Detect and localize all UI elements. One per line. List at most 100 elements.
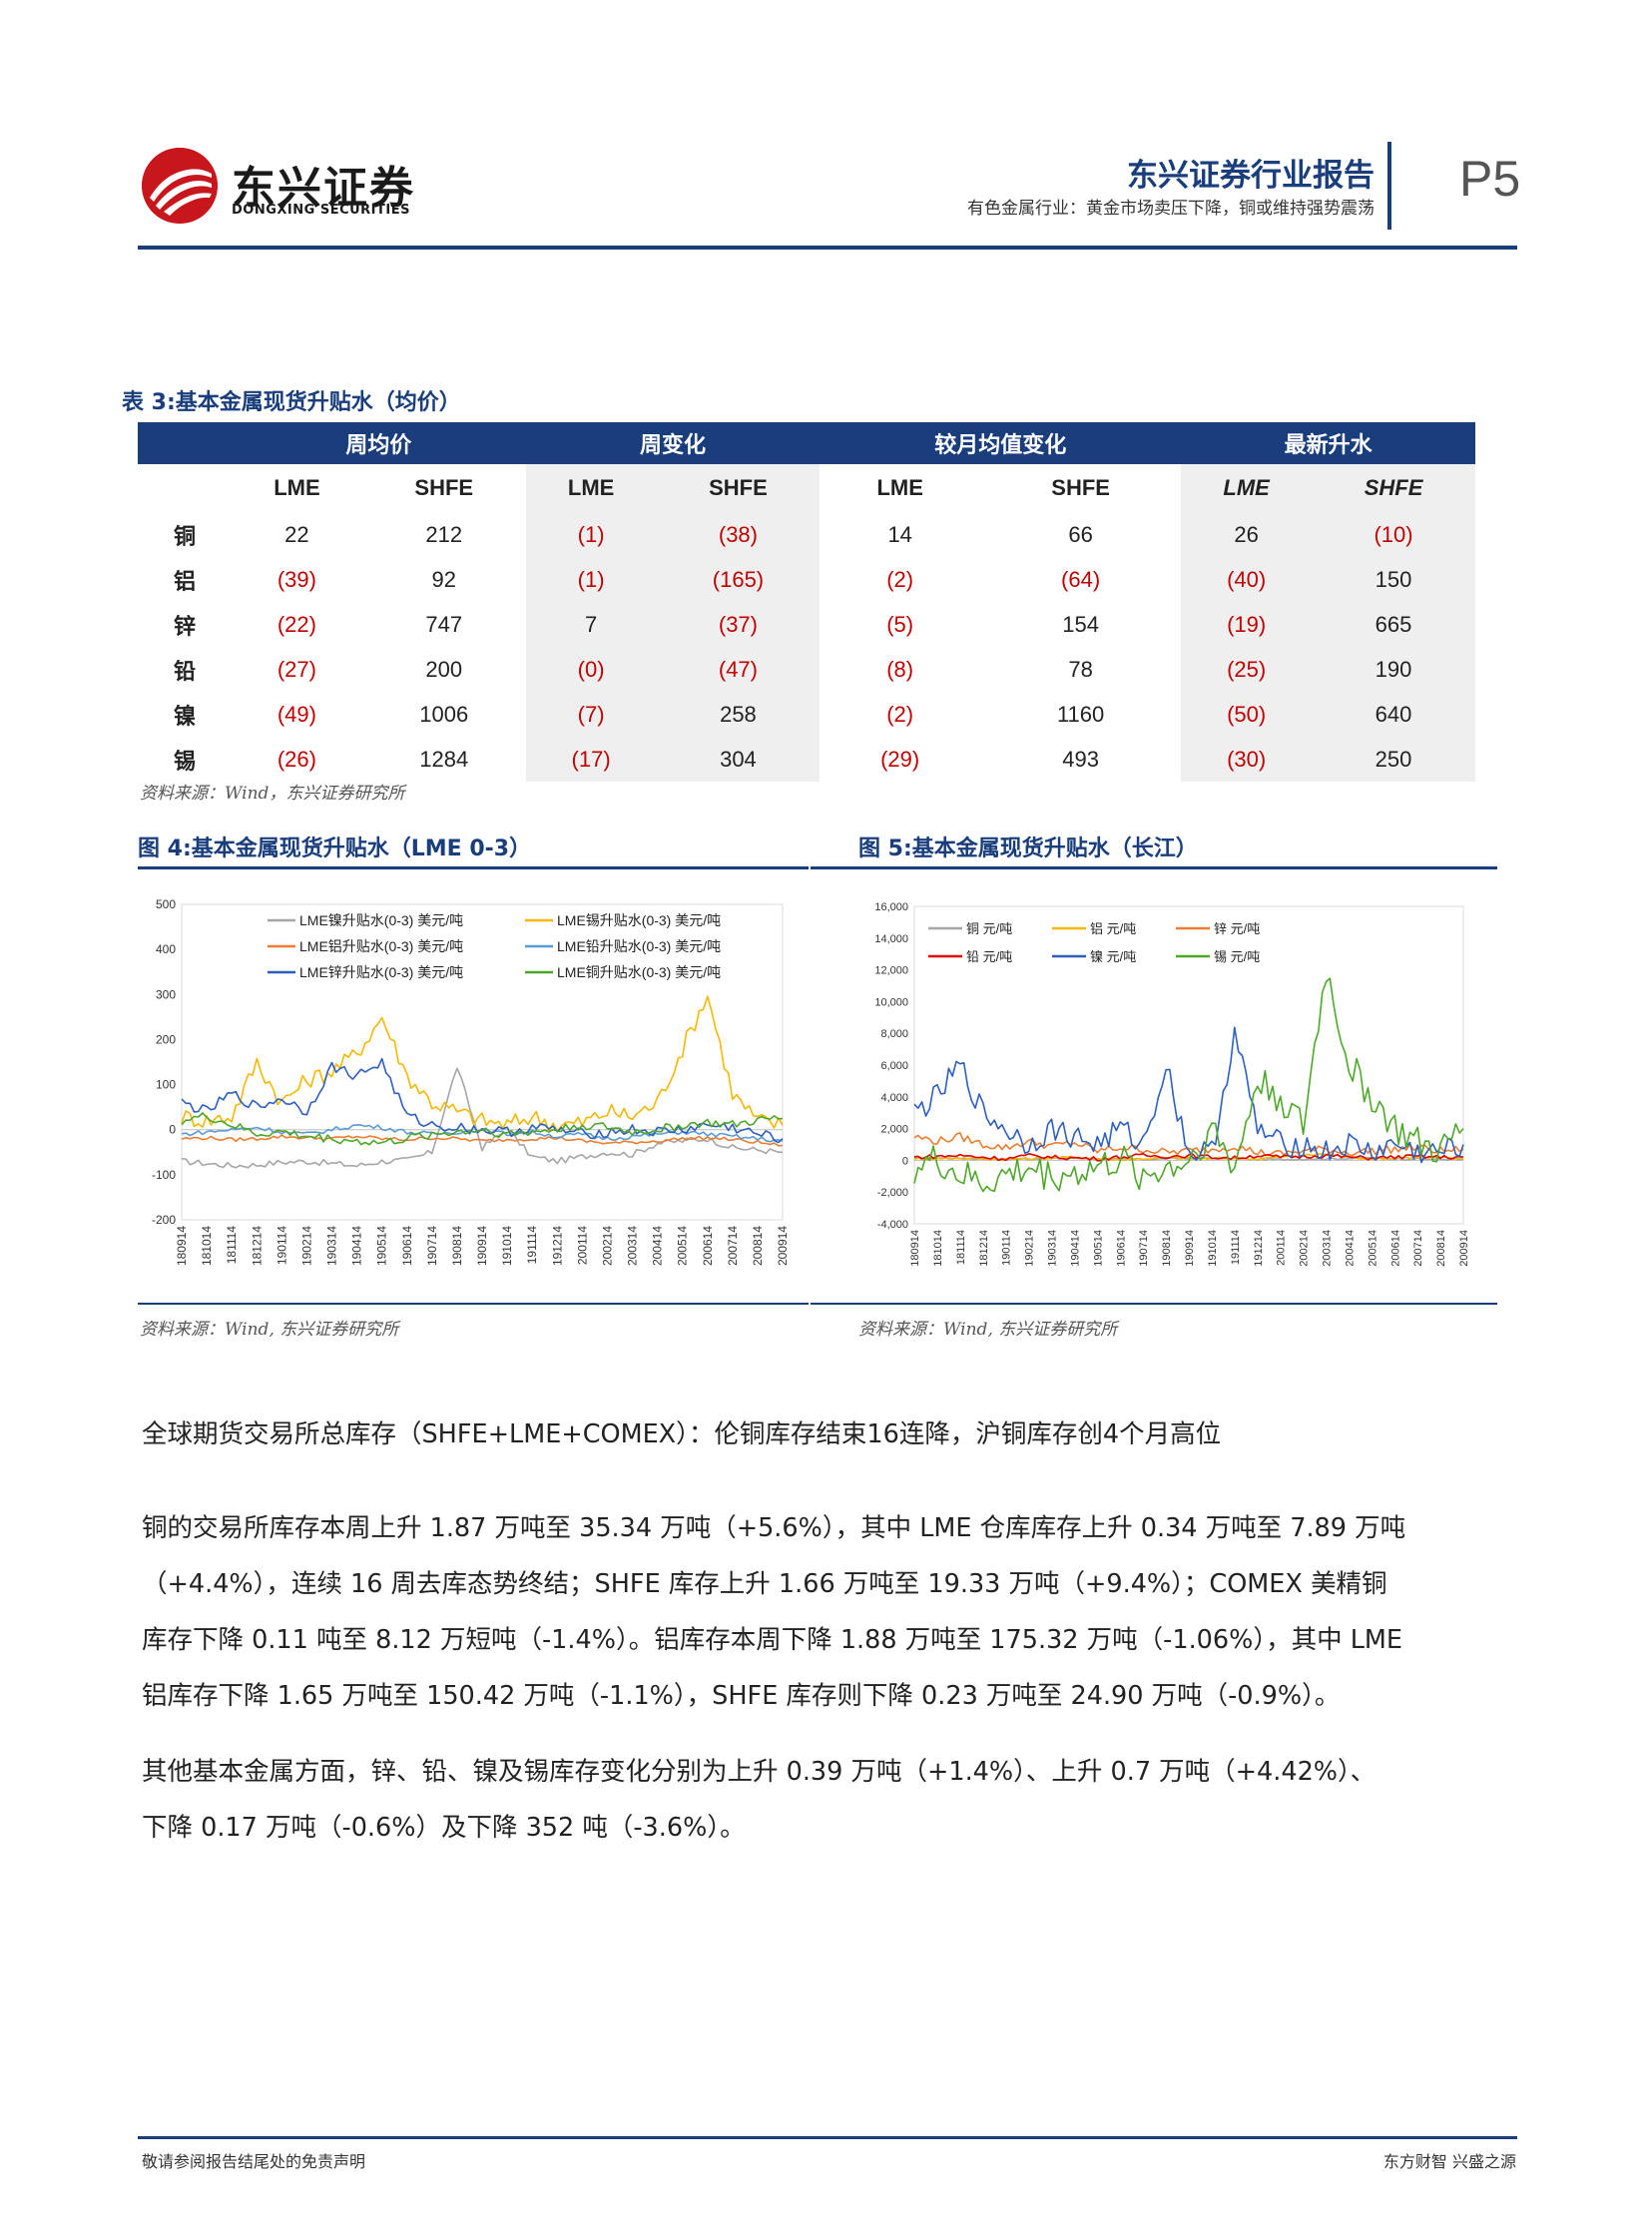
value-cell: 1006 [419, 701, 469, 727]
value-cell: (49) [276, 701, 316, 727]
x-tick-label: 200214 [600, 1226, 614, 1266]
x-tick-label: 190714 [425, 1226, 439, 1266]
metal-name-cell: 镍 [173, 704, 196, 730]
x-tick-label: 181014 [932, 1230, 944, 1267]
y-tick-label: 4,000 [880, 1092, 908, 1104]
table-row: 镍 (49) 1006 (7) 258 (2) 1160 (50) 640 [138, 692, 1475, 737]
plot-area [913, 905, 1464, 1225]
value-cell: (50) [1181, 692, 1313, 737]
y-tick-label: 16,000 [874, 901, 908, 913]
logo-name-cn: 东兴证券 [232, 163, 415, 214]
legend-label: 锡 元/吨 [1214, 949, 1260, 964]
metal-name-cell: 铝 [173, 569, 196, 595]
footer-slogan: 东方财智 兴盛之源 [1382, 2152, 1516, 2171]
value-cell: 190 [1312, 647, 1475, 692]
series-line [913, 977, 1464, 1193]
value-cell: (5) [886, 611, 914, 637]
report-type: 东兴证券行业报告 [1127, 158, 1375, 194]
table-row: 锡 (26) 1284 (17) 304 (29) 493 (30) 250 [138, 737, 1475, 782]
legend-label: LME铅升贴水(0-3) 美元/吨 [557, 938, 721, 954]
value-cell: (19) [1181, 602, 1313, 647]
value-cell: 26 [1181, 512, 1313, 557]
x-tick-label: 190114 [275, 1226, 288, 1265]
x-tick-label: 200614 [1389, 1230, 1401, 1267]
metal-name-cell: 铜 [173, 524, 196, 550]
footer-rule [138, 2136, 1517, 2139]
header-divider [1387, 142, 1391, 230]
subheader: LME [1181, 464, 1313, 512]
legend-label: 铝 元/吨 [1090, 921, 1136, 936]
legend-label: 铜 元/吨 [966, 921, 1012, 936]
company-logo [142, 148, 218, 224]
y-tick-label: 14,000 [874, 933, 908, 945]
table-subheader-row: LME SHFE LME SHFE LME SHFE LME SHFE [138, 464, 1475, 512]
legend-label: 锌 元/吨 [1214, 921, 1260, 936]
y-tick-label: -2,000 [877, 1187, 908, 1199]
x-tick-label: 191114 [1230, 1230, 1242, 1265]
value-cell: (10) [1312, 512, 1475, 557]
x-tick-label: 200314 [626, 1226, 640, 1266]
x-tick-label: 180914 [909, 1230, 921, 1267]
x-tick-label: 200714 [1412, 1230, 1424, 1267]
x-tick-label: 191214 [1253, 1230, 1265, 1267]
value-cell: (25) [1181, 647, 1313, 692]
group-header: 最新升水 [1181, 422, 1475, 464]
x-tick-label: 181014 [200, 1226, 214, 1266]
x-tick-label: 200614 [701, 1226, 715, 1266]
table-body: 铜 22 212 (1) (38) 14 66 26 (10) 铝 (39) 92 (1) (165) (2… [138, 512, 1475, 782]
y-tick-label: 2,000 [880, 1124, 908, 1136]
value-cell: 154 [1062, 611, 1099, 637]
x-tick-label: 200914 [776, 1226, 790, 1266]
value-cell: (38) [656, 512, 821, 557]
value-cell: 200 [425, 656, 463, 682]
table-corner [138, 422, 232, 464]
y-tick-label: 6,000 [880, 1060, 908, 1072]
paragraph-line: 下降 0.17 万吨（-0.6%）及下降 352 吨（-3.6%）。 [142, 1813, 746, 1843]
legend-label: LME铜升贴水(0-3) 美元/吨 [557, 964, 721, 980]
x-tick-label: 190214 [299, 1226, 313, 1266]
y-tick-label: -4,000 [877, 1219, 908, 1231]
series-line [913, 1131, 1464, 1157]
series-line [181, 1134, 784, 1147]
metal-name-cell: 铅 [173, 659, 196, 685]
value-cell: (64) [1061, 566, 1101, 592]
figure4-bottom-rule [138, 1303, 809, 1305]
page-number: P5 [1459, 151, 1521, 207]
value-cell: 640 [1312, 692, 1475, 737]
group-header: 周变化 [525, 422, 821, 464]
x-tick-label: 190814 [450, 1226, 464, 1266]
x-tick-label: 200814 [751, 1226, 765, 1266]
series-line [181, 1067, 784, 1169]
x-tick-label: 200214 [1299, 1230, 1311, 1267]
table-group-header-row: 周均价 周变化 较月均值变化 最新升水 [138, 422, 1475, 464]
x-tick-label: 200814 [1435, 1230, 1447, 1267]
value-cell: 258 [656, 692, 821, 737]
value-cell: (22) [276, 611, 316, 637]
value-cell: 66 [1068, 521, 1093, 547]
x-tick-label: 190414 [1069, 1230, 1081, 1267]
y-tick-label: 0 [169, 1123, 176, 1137]
y-tick-label: -200 [152, 1213, 176, 1227]
group-header: 较月均值变化 [820, 422, 1182, 464]
x-tick-label: 181214 [978, 1230, 990, 1267]
x-tick-label: 191014 [500, 1226, 514, 1266]
value-cell: 1160 [1056, 701, 1105, 727]
x-tick-label: 191214 [550, 1226, 564, 1266]
series-line [181, 1057, 784, 1144]
value-cell: (165) [656, 557, 821, 602]
paragraph-2: 其他基本金属方面，锌、铅、镍及锡库存变化分别为上升 0.39 万吨（+1.4%）… [142, 1744, 1519, 1856]
figure4-source: 资料来源：Wind, 东兴证券研究所 [140, 1320, 399, 1340]
x-tick-label: 190314 [325, 1226, 339, 1266]
table-row: 锌 (22) 747 7 (37) (5) 154 (19) 665 [138, 602, 1475, 647]
metal-name-cell: 锡 [173, 749, 196, 775]
x-tick-label: 181114 [225, 1226, 239, 1265]
value-cell: 7 [525, 602, 657, 647]
paragraph-line: 其他基本金属方面，锌、铅、镍及锡库存变化分别为上升 0.39 万吨（+1.4%）… [142, 1757, 1377, 1787]
value-cell: 212 [425, 521, 463, 547]
x-tick-label: 200314 [1322, 1230, 1334, 1267]
x-tick-label: 200114 [1276, 1230, 1288, 1266]
y-tick-label: 12,000 [874, 965, 908, 977]
x-tick-label: 190514 [375, 1226, 389, 1266]
legend-label: LME锡升贴水(0-3) 美元/吨 [557, 912, 721, 928]
x-tick-label: 190614 [400, 1226, 414, 1266]
